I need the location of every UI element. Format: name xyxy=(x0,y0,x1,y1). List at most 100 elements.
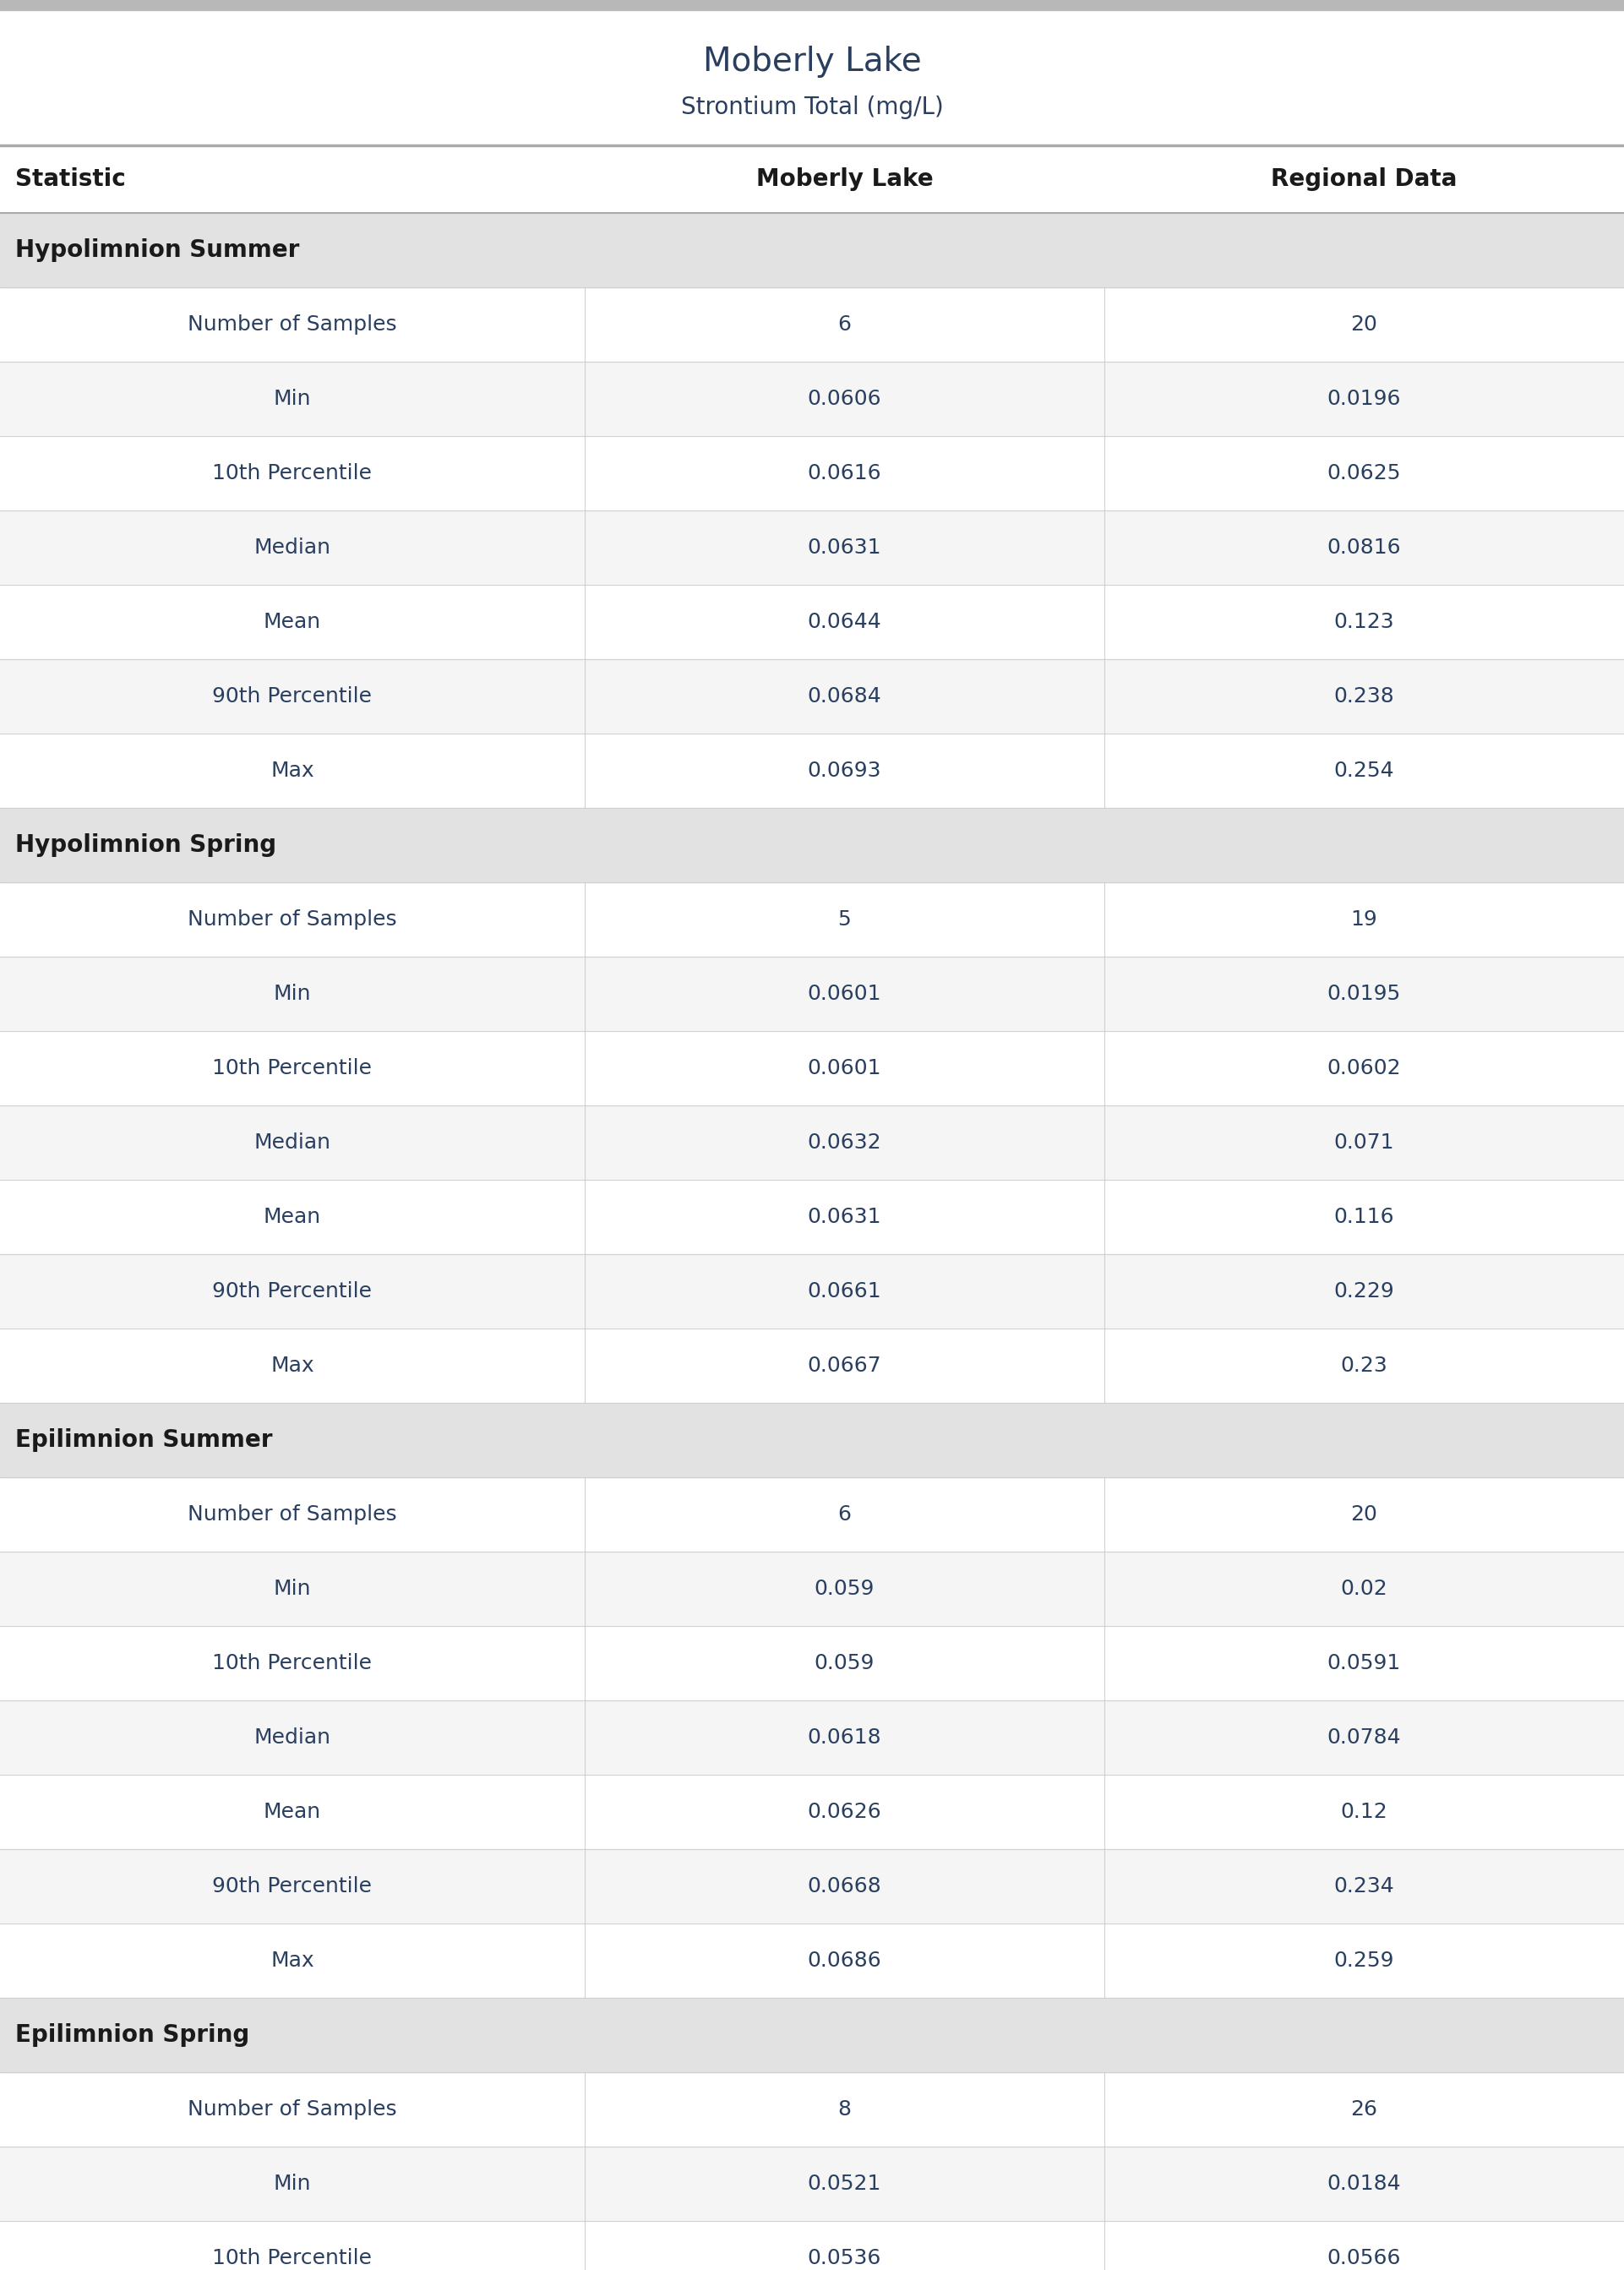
Bar xyxy=(0,1923,1624,1998)
Bar xyxy=(0,1775,1624,1850)
Bar xyxy=(0,1403,1624,1478)
Text: 0.0631: 0.0631 xyxy=(807,1208,882,1228)
Text: 0.254: 0.254 xyxy=(1333,760,1395,781)
Text: 0.0684: 0.0684 xyxy=(807,686,882,706)
Text: Mean: Mean xyxy=(263,1802,322,1823)
Text: 0.0626: 0.0626 xyxy=(807,1802,882,1823)
Bar xyxy=(0,733,1624,808)
Text: Moberly Lake: Moberly Lake xyxy=(703,45,921,77)
Bar xyxy=(0,1625,1624,1700)
Text: 8: 8 xyxy=(838,2100,851,2120)
Text: 0.0196: 0.0196 xyxy=(1327,388,1402,409)
Bar xyxy=(0,1553,1624,1625)
Text: 0.0606: 0.0606 xyxy=(807,388,882,409)
Text: 0.0616: 0.0616 xyxy=(807,463,882,484)
Text: 0.0601: 0.0601 xyxy=(807,1058,882,1078)
Text: 0.0566: 0.0566 xyxy=(1327,2247,1402,2268)
Bar xyxy=(0,361,1624,436)
Text: Max: Max xyxy=(271,1355,313,1376)
Bar xyxy=(0,1700,1624,1775)
Bar xyxy=(0,2220,1624,2270)
Text: 0.02: 0.02 xyxy=(1340,1578,1389,1598)
Text: 20: 20 xyxy=(1351,1505,1377,1525)
Text: Statistic: Statistic xyxy=(15,168,125,191)
Text: Max: Max xyxy=(271,1950,313,1970)
Text: 20: 20 xyxy=(1351,313,1377,334)
Text: Strontium Total (mg/L): Strontium Total (mg/L) xyxy=(680,95,944,120)
Text: Number of Samples: Number of Samples xyxy=(188,313,396,334)
Text: 0.0601: 0.0601 xyxy=(807,983,882,1003)
Bar xyxy=(0,2073,1624,2147)
Text: Min: Min xyxy=(273,2175,312,2193)
Text: Hypolimnion Spring: Hypolimnion Spring xyxy=(15,833,276,858)
Text: 0.23: 0.23 xyxy=(1340,1355,1389,1376)
Text: 0.0667: 0.0667 xyxy=(807,1355,882,1376)
Bar xyxy=(0,1850,1624,1923)
Text: Median: Median xyxy=(253,538,331,558)
Text: 5: 5 xyxy=(838,910,851,931)
Text: Max: Max xyxy=(271,760,313,781)
Text: 26: 26 xyxy=(1351,2100,1377,2120)
Text: Mean: Mean xyxy=(263,613,322,631)
Text: Min: Min xyxy=(273,983,312,1003)
Text: Number of Samples: Number of Samples xyxy=(188,1505,396,1525)
Text: Epilimnion Summer: Epilimnion Summer xyxy=(15,1428,273,1453)
Text: Min: Min xyxy=(273,1578,312,1598)
Bar xyxy=(0,1478,1624,1553)
Text: Median: Median xyxy=(253,1133,331,1153)
Text: 0.0184: 0.0184 xyxy=(1327,2175,1402,2193)
Text: 0.0816: 0.0816 xyxy=(1327,538,1402,558)
Text: Number of Samples: Number of Samples xyxy=(188,2100,396,2120)
Text: 0.0686: 0.0686 xyxy=(807,1950,882,1970)
Text: Number of Samples: Number of Samples xyxy=(188,910,396,931)
Text: 0.0632: 0.0632 xyxy=(807,1133,882,1153)
Text: 0.123: 0.123 xyxy=(1333,613,1395,631)
Text: 0.0195: 0.0195 xyxy=(1327,983,1402,1003)
Bar xyxy=(0,586,1624,658)
Text: Hypolimnion Summer: Hypolimnion Summer xyxy=(15,238,299,261)
Bar xyxy=(0,808,1624,883)
Text: Min: Min xyxy=(273,388,312,409)
Bar xyxy=(0,288,1624,361)
Text: 10th Percentile: 10th Percentile xyxy=(213,1653,372,1673)
Bar xyxy=(0,658,1624,733)
Text: 0.0661: 0.0661 xyxy=(807,1280,882,1301)
Bar xyxy=(0,1180,1624,1253)
Text: Regional Data: Regional Data xyxy=(1272,168,1457,191)
Text: 0.12: 0.12 xyxy=(1340,1802,1389,1823)
Text: 0.0625: 0.0625 xyxy=(1327,463,1402,484)
Text: 0.0521: 0.0521 xyxy=(807,2175,882,2193)
Text: 0.116: 0.116 xyxy=(1333,1208,1395,1228)
Bar xyxy=(0,1105,1624,1180)
Bar xyxy=(0,1031,1624,1105)
Text: 10th Percentile: 10th Percentile xyxy=(213,463,372,484)
Text: Median: Median xyxy=(253,1727,331,1748)
Text: 0.0591: 0.0591 xyxy=(1327,1653,1402,1673)
Bar xyxy=(0,956,1624,1031)
Text: 10th Percentile: 10th Percentile xyxy=(213,1058,372,1078)
Text: 0.0618: 0.0618 xyxy=(807,1727,882,1748)
Bar xyxy=(0,511,1624,586)
Text: 0.0602: 0.0602 xyxy=(1327,1058,1402,1078)
Text: 0.234: 0.234 xyxy=(1333,1877,1395,1895)
Bar xyxy=(0,883,1624,956)
Text: Mean: Mean xyxy=(263,1208,322,1228)
Text: 0.0784: 0.0784 xyxy=(1327,1727,1402,1748)
Text: 0.238: 0.238 xyxy=(1333,686,1395,706)
Text: 19: 19 xyxy=(1351,910,1377,931)
Text: 90th Percentile: 90th Percentile xyxy=(213,686,372,706)
Text: 0.0693: 0.0693 xyxy=(807,760,882,781)
Text: 0.0644: 0.0644 xyxy=(807,613,882,631)
Bar xyxy=(0,1998,1624,2073)
Text: 0.229: 0.229 xyxy=(1333,1280,1395,1301)
Text: 0.0668: 0.0668 xyxy=(807,1877,882,1895)
Text: 10th Percentile: 10th Percentile xyxy=(213,2247,372,2268)
Text: 6: 6 xyxy=(838,313,851,334)
Text: Epilimnion Spring: Epilimnion Spring xyxy=(15,2023,250,2048)
Text: 0.059: 0.059 xyxy=(814,1653,875,1673)
Bar xyxy=(0,213,1624,288)
Bar xyxy=(0,0,1624,9)
Text: 90th Percentile: 90th Percentile xyxy=(213,1280,372,1301)
Text: 0.0536: 0.0536 xyxy=(807,2247,882,2268)
Bar xyxy=(0,1253,1624,1328)
